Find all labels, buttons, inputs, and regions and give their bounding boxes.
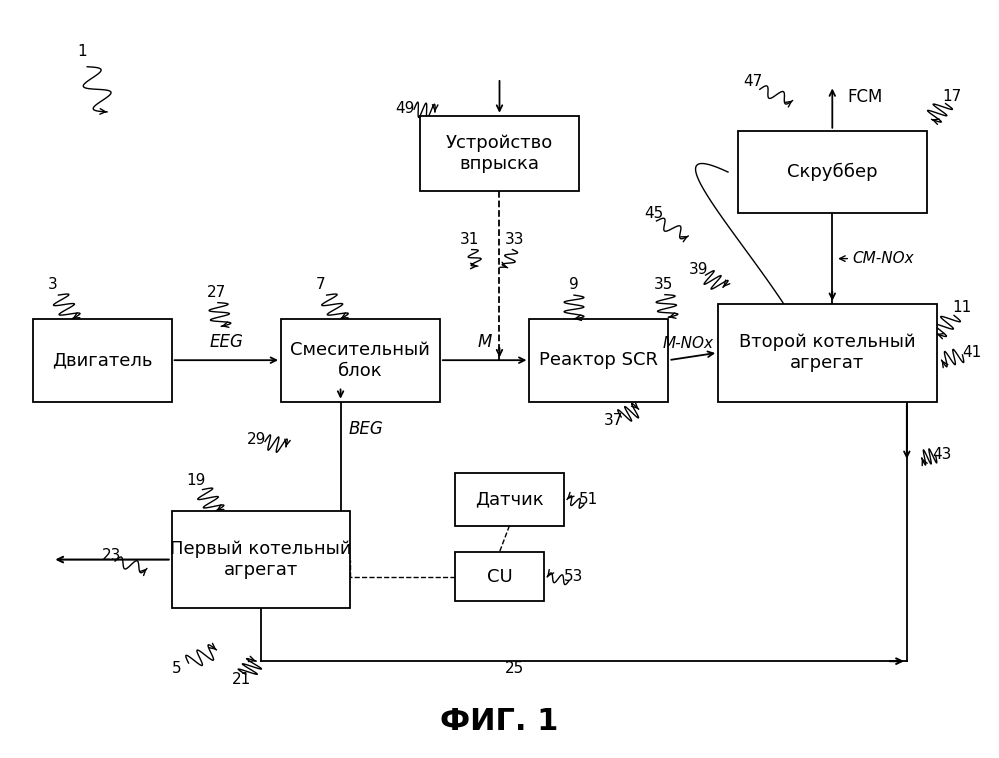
Bar <box>738 130 927 214</box>
Text: 39: 39 <box>688 262 708 277</box>
Text: Реактор SCR: Реактор SCR <box>539 351 658 369</box>
Bar <box>420 116 579 191</box>
Bar <box>455 552 544 601</box>
Text: Устройство
впрыска: Устройство впрыска <box>446 134 553 173</box>
Bar <box>281 319 440 402</box>
Text: 17: 17 <box>942 89 961 105</box>
Text: Датчик: Датчик <box>476 490 543 509</box>
Text: Первый котельный
агрегат: Первый котельный агрегат <box>170 540 352 579</box>
Text: 41: 41 <box>962 345 981 360</box>
Text: Двигатель: Двигатель <box>52 351 153 369</box>
Bar <box>718 304 937 402</box>
Text: 43: 43 <box>932 446 951 462</box>
Text: 5: 5 <box>172 661 182 676</box>
Text: 7: 7 <box>316 277 326 293</box>
Bar <box>455 473 564 526</box>
Text: Второй котельный
агрегат: Второй котельный агрегат <box>739 334 916 372</box>
Bar <box>33 319 172 402</box>
Text: ФИГ. 1: ФИГ. 1 <box>441 707 558 737</box>
Text: 53: 53 <box>564 569 583 584</box>
Text: 21: 21 <box>232 672 251 688</box>
Text: 35: 35 <box>653 277 673 293</box>
Text: BEG: BEG <box>349 421 384 438</box>
Text: Скруббер: Скруббер <box>787 163 877 181</box>
Text: 3: 3 <box>48 277 57 293</box>
Text: 51: 51 <box>579 492 598 507</box>
Text: Смесительный
блок: Смесительный блок <box>291 341 431 380</box>
Text: EEG: EEG <box>210 334 243 351</box>
Text: 11: 11 <box>952 300 971 315</box>
Text: 29: 29 <box>247 432 266 446</box>
Text: FCM: FCM <box>847 88 882 106</box>
Text: 31: 31 <box>460 232 480 247</box>
Text: 25: 25 <box>504 661 524 676</box>
Text: 1: 1 <box>78 44 87 59</box>
Text: 19: 19 <box>187 473 206 488</box>
Text: 27: 27 <box>207 285 226 300</box>
Bar <box>172 511 351 609</box>
Text: 23: 23 <box>102 548 122 563</box>
Text: 37: 37 <box>604 413 623 428</box>
Text: 33: 33 <box>504 232 524 247</box>
Text: CU: CU <box>487 568 512 585</box>
Text: 9: 9 <box>569 277 578 293</box>
Text: 45: 45 <box>644 206 663 221</box>
Text: 49: 49 <box>396 101 415 116</box>
Text: M: M <box>478 334 492 351</box>
Text: M-NOx: M-NOx <box>662 336 713 351</box>
Text: 47: 47 <box>743 74 762 89</box>
Bar <box>529 319 668 402</box>
Text: CM-NOx: CM-NOx <box>852 251 914 266</box>
